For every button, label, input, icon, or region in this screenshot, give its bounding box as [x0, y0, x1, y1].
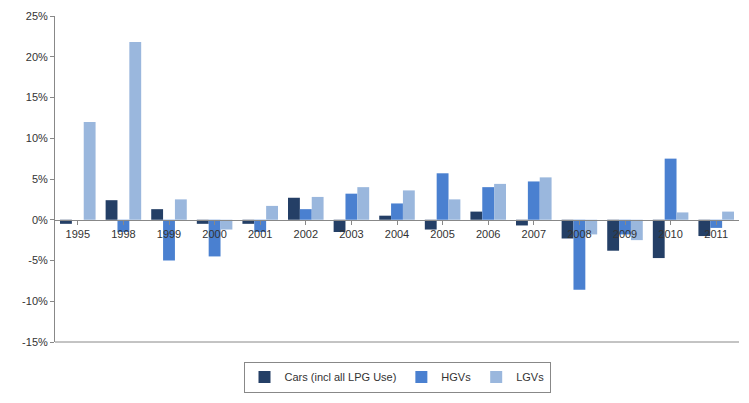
svg-text:2006: 2006: [476, 228, 500, 240]
svg-text:LGVs: LGVs: [516, 371, 544, 383]
svg-text:5%: 5%: [32, 173, 48, 185]
svg-text:2003: 2003: [339, 228, 363, 240]
svg-text:HGVs: HGVs: [441, 371, 471, 383]
svg-text:-15%: -15%: [22, 336, 48, 348]
svg-text:2009: 2009: [613, 228, 637, 240]
svg-text:2011: 2011: [704, 228, 728, 240]
svg-text:2002: 2002: [294, 228, 318, 240]
svg-text:2000: 2000: [202, 228, 226, 240]
svg-text:-10%: -10%: [22, 295, 48, 307]
svg-text:15%: 15%: [26, 91, 48, 103]
svg-text:1998: 1998: [111, 228, 135, 240]
svg-text:0%: 0%: [32, 214, 48, 226]
svg-text:10%: 10%: [26, 132, 48, 144]
svg-text:20%: 20%: [26, 51, 48, 63]
svg-text:25%: 25%: [26, 10, 48, 22]
svg-text:2008: 2008: [567, 228, 591, 240]
svg-text:1999: 1999: [157, 228, 181, 240]
svg-text:2001: 2001: [248, 228, 272, 240]
svg-text:2005: 2005: [430, 228, 454, 240]
svg-text:1995: 1995: [66, 228, 90, 240]
svg-text:2004: 2004: [385, 228, 409, 240]
svg-text:Cars (incl all LPG Use): Cars (incl all LPG Use): [285, 371, 397, 383]
svg-text:2010: 2010: [658, 228, 682, 240]
svg-text:-5%: -5%: [28, 254, 48, 266]
svg-text:2007: 2007: [522, 228, 546, 240]
